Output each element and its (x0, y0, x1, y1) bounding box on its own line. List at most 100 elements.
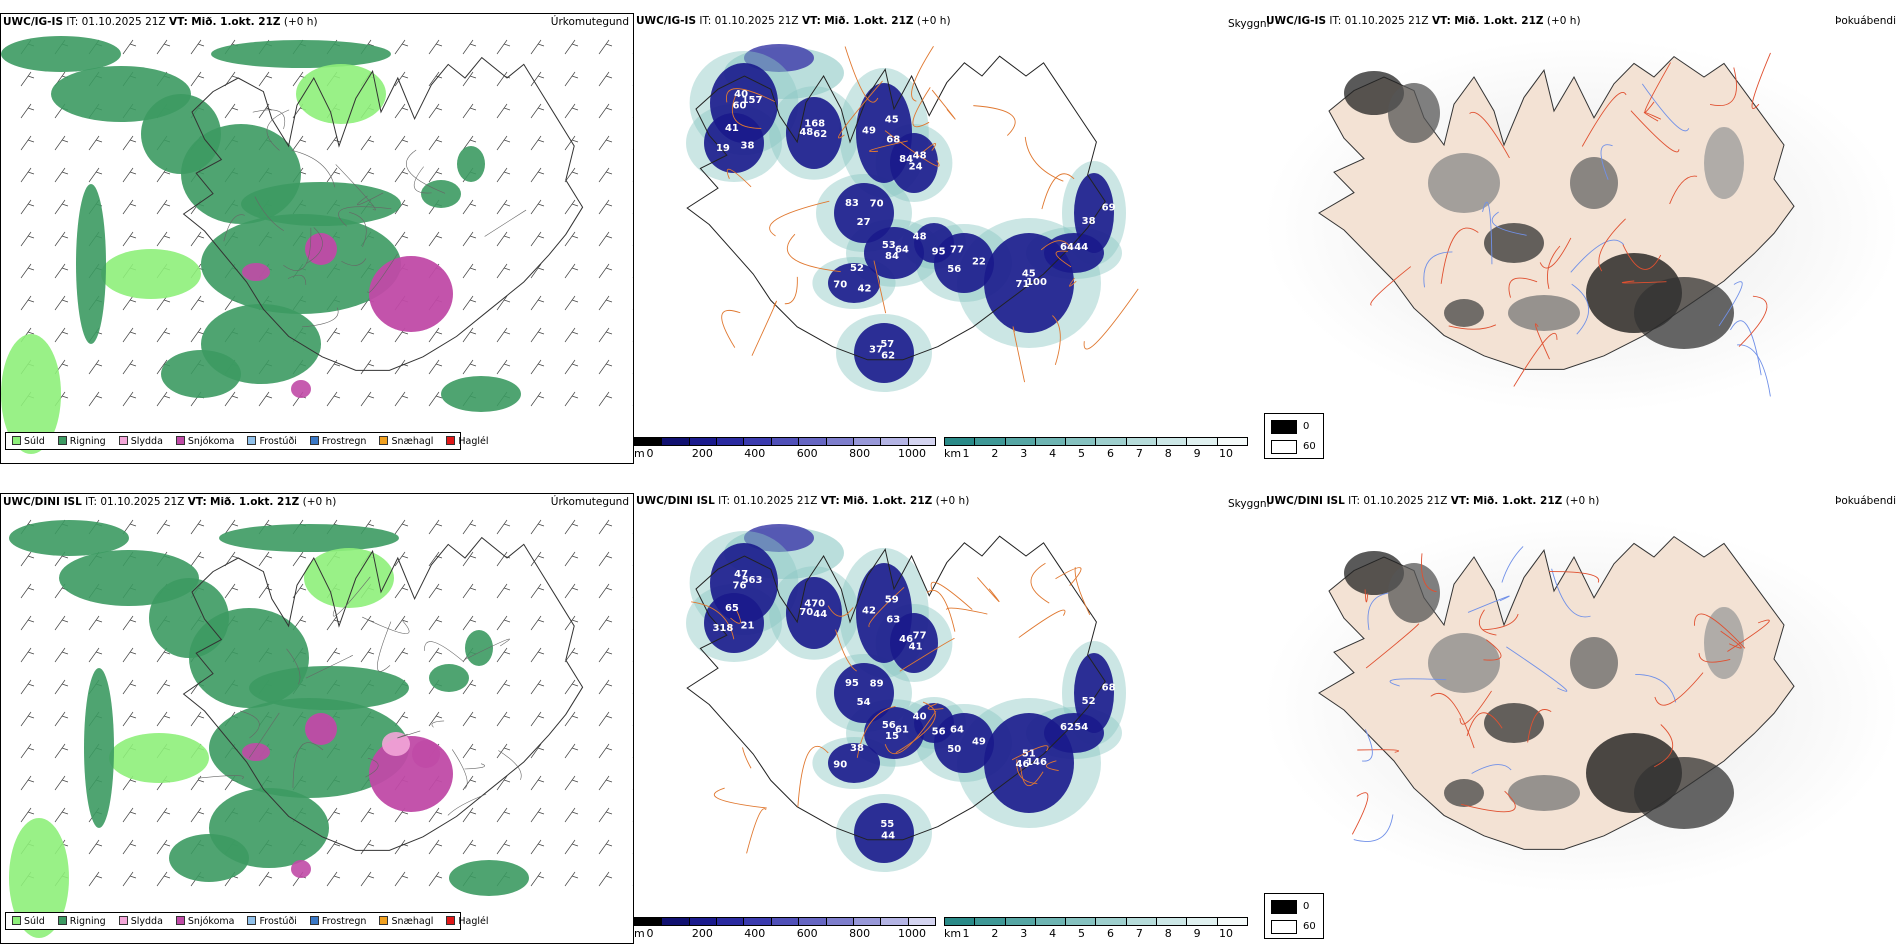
wind-barb (497, 72, 510, 86)
wind-barb (395, 104, 408, 118)
colorbar-segment (1218, 918, 1247, 925)
wind-barb (497, 680, 510, 694)
wind-barb (497, 840, 510, 854)
field-blob (211, 40, 391, 68)
wind-barb (123, 616, 136, 630)
wind-barb (395, 648, 408, 662)
visibility-value: 52 (1082, 696, 1096, 707)
field-blob (412, 740, 440, 768)
colorbar-segment (1187, 918, 1217, 925)
visibility-value: 21 (741, 620, 755, 631)
wind-barb (21, 296, 34, 310)
colorbar-segment (635, 438, 662, 445)
visibility-value: 48 (799, 127, 813, 138)
colorbar-tick: 600 (797, 447, 818, 460)
colorbar-segment (945, 918, 975, 925)
field-blob (369, 736, 453, 812)
colorbar-strip (634, 917, 936, 926)
wind-barb (463, 232, 476, 246)
legend-label: Haglél (458, 916, 488, 927)
precip-legend-item: Snæhagl (379, 916, 433, 927)
colorbar-strip (634, 437, 936, 446)
colorbar-tick: 10 (1219, 447, 1233, 460)
wind-barb (395, 40, 408, 54)
wind-barb (395, 712, 408, 726)
wind-barb (157, 680, 170, 694)
wind-barb (531, 200, 544, 214)
wind-barb (157, 200, 170, 214)
wind-barb (599, 712, 612, 726)
field-blob (1704, 127, 1744, 199)
wind-barb (361, 360, 374, 374)
road-line (1025, 137, 1063, 181)
field-blob (1634, 757, 1734, 829)
colorbar-segment (744, 918, 771, 925)
visibility-value: 56 (947, 264, 961, 275)
wind-barb (429, 648, 442, 662)
colorbar-tick: 400 (744, 927, 765, 940)
wind-barb (429, 360, 442, 374)
wind-barb (89, 168, 102, 182)
wind-barb (89, 392, 102, 406)
wind-barb (21, 616, 34, 630)
road-line (977, 577, 999, 601)
visibility-value: 41 (909, 641, 923, 652)
wind-barb (55, 136, 68, 150)
field-blob (242, 263, 270, 281)
visibility-value: 76 (733, 580, 747, 591)
colorbar-segment (881, 918, 908, 925)
wind-barb (123, 392, 136, 406)
wind-barb (565, 72, 578, 86)
fog-legend-label: 60 (1303, 441, 1316, 452)
visibility-value: 40 (913, 712, 927, 723)
wind-barb (157, 328, 170, 342)
field-blob (101, 249, 201, 299)
visibility-value: 22 (972, 256, 986, 267)
wind-barb (327, 168, 340, 182)
fog-map (1264, 493, 1900, 893)
visibility-value: 44 (881, 831, 895, 842)
wind-barb (565, 680, 578, 694)
wind-barb (497, 264, 510, 278)
wind-barb (429, 328, 442, 342)
colorbar-tick: 2 (991, 447, 998, 460)
wind-barb (429, 584, 442, 598)
wind-barb (531, 168, 544, 182)
colorbar-segment (662, 438, 689, 445)
wind-barb (599, 328, 612, 342)
legend-label: Rigning (70, 436, 106, 447)
wind-barb (531, 872, 544, 886)
wind-barb (463, 360, 476, 374)
visibility-value: 95 (932, 246, 946, 257)
visibility-value: 89 (870, 679, 884, 690)
legend-swatch (247, 436, 256, 445)
wind-barb (599, 744, 612, 758)
wind-barb (429, 136, 442, 150)
wind-barb (429, 392, 442, 406)
wind-barb (395, 872, 408, 886)
wind-barb (123, 136, 136, 150)
field-blob (291, 380, 311, 398)
field-blob (429, 664, 469, 692)
wind-barb (497, 136, 510, 150)
wind-barb (531, 232, 544, 246)
wind-barb (157, 232, 170, 246)
colorbar-segment (772, 438, 799, 445)
field-blob (1484, 223, 1544, 263)
wind-barb (21, 136, 34, 150)
wind-barb (497, 40, 510, 54)
legend-label: Súld (24, 916, 45, 927)
precip-map (1, 494, 634, 944)
visibility-value: 51 (1022, 749, 1036, 760)
wind-barb (123, 200, 136, 214)
legend-swatch (446, 436, 455, 445)
field-blob (369, 256, 453, 332)
wind-barb (463, 520, 476, 534)
wind-barb (463, 200, 476, 214)
wind-barb (531, 520, 544, 534)
wind-barb (429, 232, 442, 246)
visibility-value: 90 (833, 760, 847, 771)
wind-barb (191, 712, 204, 726)
visibility-value: 318 (712, 623, 733, 634)
legend-swatch (12, 916, 21, 925)
